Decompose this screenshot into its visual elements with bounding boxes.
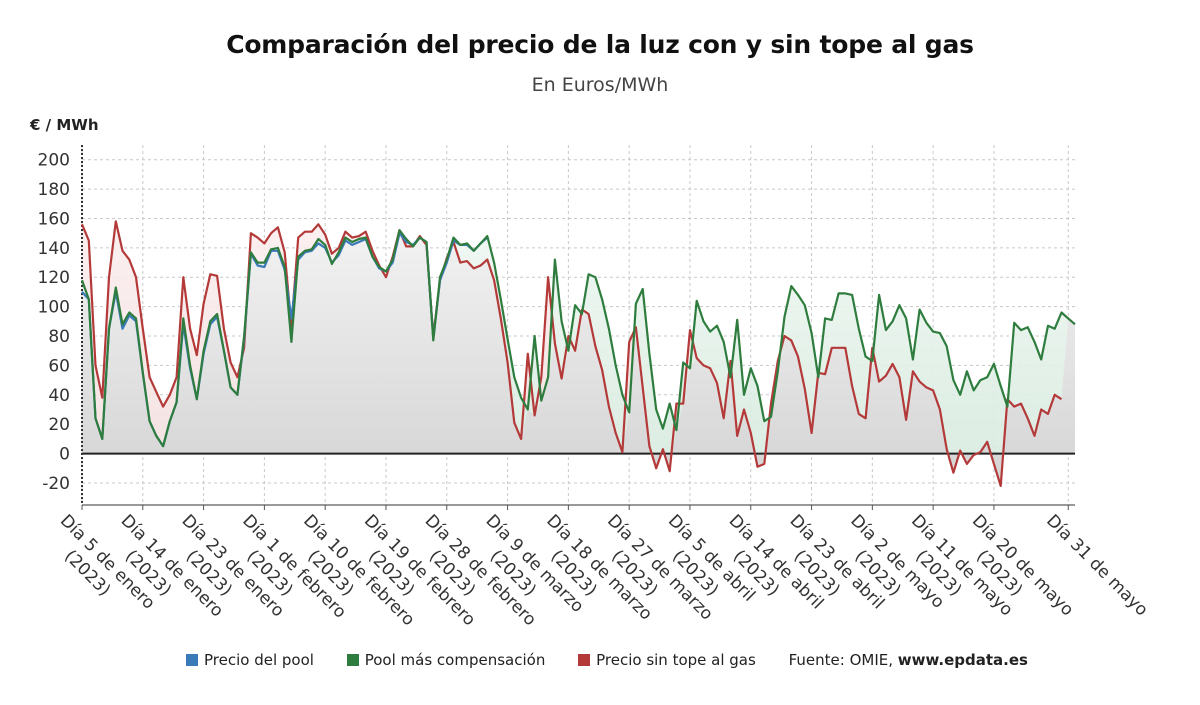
area-base [82,230,1075,486]
y-tick-label: 200 [38,151,70,171]
legend-item-precio-sin-tope[interactable]: Precio sin tope al gas [578,651,756,669]
source-prefix: Fuente: OMIE, [788,650,893,669]
legend-label: Precio sin tope al gas [596,650,756,669]
y-tick-label: 60 [48,356,70,376]
legend-swatch-icon [346,653,359,666]
legend-swatch-icon [186,653,199,666]
y-tick-label: -20 [42,474,70,494]
source-link[interactable]: www.epdata.es [897,650,1028,669]
y-tick-label: 20 [48,415,70,435]
series-line-pool-compensacion [80,229,1076,448]
y-tick-label: 100 [38,298,70,318]
y-tick-label: 80 [48,327,70,347]
legend-item-pool-compensacion[interactable]: Pool más compensación [346,650,546,669]
y-tick-label: 160 [38,209,70,229]
source-note: Fuente: OMIE, www.epdata.es [789,651,1028,669]
legend-label: Precio del pool [204,650,314,669]
chart-title: Comparación del precio de la luz con y s… [226,30,974,59]
legend-swatch-icon [578,653,591,666]
legend-label: Pool más compensación [364,650,546,669]
y-tick-label: 0 [59,445,70,465]
y-axis-label: € / MWh [29,116,99,134]
y-tick-label: 40 [48,386,70,406]
y-tick-label: 180 [38,180,70,200]
chart-subtitle: En Euros/MWh [531,74,669,96]
legend: Precio del pool Pool más compensación Pr… [0,650,1200,669]
y-tick-label: 140 [38,239,70,259]
legend-item-precio-pool[interactable]: Precio del pool [186,651,314,669]
y-tick-label: 120 [38,268,70,288]
